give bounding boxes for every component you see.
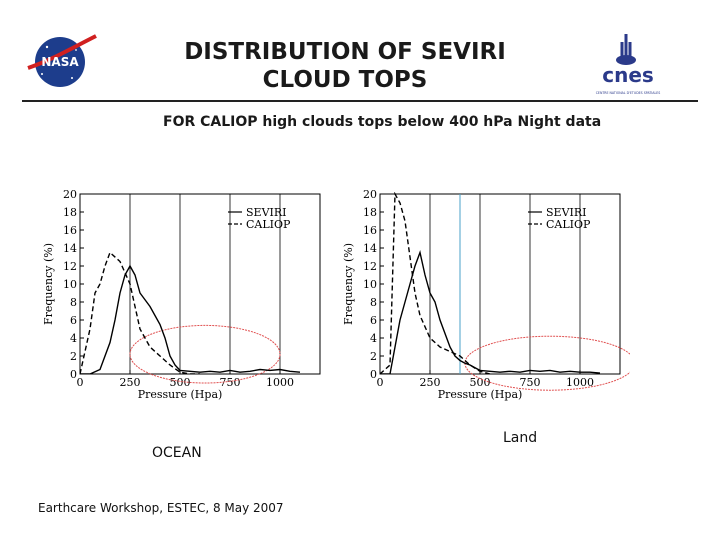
y-tick-label: 20: [63, 188, 77, 201]
title-line-1: DISTRIBUTION OF SEVIRI: [184, 39, 506, 65]
y-tick-label: 20: [363, 188, 377, 201]
legend-label: CALIOP: [546, 218, 591, 231]
annotation-ellipse: [464, 335, 630, 391]
y-tick-label: 10: [363, 278, 377, 291]
x-tick-label: 250: [420, 376, 441, 389]
ocean-caption: OCEAN: [152, 445, 202, 461]
chart-subtitle: FOR CALIOP high clouds tops below 400 hP…: [163, 114, 602, 130]
nasa-logo: NASA: [27, 34, 97, 87]
page-title: DISTRIBUTION OF SEVIRI CLOUD TOPS: [150, 38, 540, 94]
y-tick-label: 4: [370, 332, 377, 345]
cnes-logo-tagline: CENTRE NATIONAL D'ETUDES SPATIALES: [596, 91, 661, 95]
series-line-seviri: [80, 264, 301, 374]
x-tick-label: 250: [120, 376, 141, 389]
y-axis-label: Frequency (%): [42, 243, 55, 325]
y-tick-label: 4: [70, 332, 77, 345]
y-tick-label: 18: [363, 206, 377, 219]
x-axis-label: Pressure (Hpa): [438, 388, 523, 401]
x-tick-label: 0: [377, 376, 384, 389]
y-tick-label: 14: [63, 242, 77, 255]
y-tick-label: 16: [63, 224, 77, 237]
series-line-seviri: [380, 250, 601, 374]
y-tick-label: 6: [370, 314, 377, 327]
y-tick-label: 6: [70, 314, 77, 327]
series-line-caliop: [80, 251, 200, 374]
y-tick-label: 10: [63, 278, 77, 291]
x-tick-label: 1000: [266, 376, 294, 389]
y-tick-label: 16: [363, 224, 377, 237]
y-tick-label: 12: [63, 260, 77, 273]
legend-label: SEVIRI: [546, 206, 586, 219]
y-tick-label: 2: [370, 350, 377, 363]
x-tick-label: 0: [77, 376, 84, 389]
legend-label: CALIOP: [246, 218, 291, 231]
x-tick-label: 500: [170, 376, 191, 389]
land-caption: Land: [503, 430, 538, 446]
y-tick-label: 12: [363, 260, 377, 273]
nasa-logo-text: NASA: [41, 55, 79, 69]
y-tick-label: 8: [70, 296, 77, 309]
x-tick-label: 1000: [566, 376, 594, 389]
x-tick-label: 750: [520, 376, 541, 389]
title-line-2: CLOUD TOPS: [262, 67, 428, 93]
header-divider: [22, 100, 698, 102]
y-tick-label: 14: [363, 242, 377, 255]
y-axis-label: Frequency (%): [342, 243, 355, 325]
cnes-logo: cnes CENTRE NATIONAL D'ETUDES SPATIALES: [596, 34, 661, 95]
x-axis-label: Pressure (Hpa): [138, 388, 223, 401]
cnes-logo-text: cnes: [602, 63, 654, 87]
legend-label: SEVIRI: [246, 206, 286, 219]
y-tick-label: 18: [63, 206, 77, 219]
y-tick-label: 0: [370, 368, 377, 381]
y-tick-label: 8: [370, 296, 377, 309]
y-tick-label: 0: [70, 368, 77, 381]
x-tick-label: 750: [220, 376, 241, 389]
footer-text: Earthcare Workshop, ESTEC, 8 May 2007: [38, 501, 284, 515]
series-line-caliop: [380, 192, 491, 374]
x-tick-label: 500: [470, 376, 491, 389]
y-tick-label: 2: [70, 350, 77, 363]
